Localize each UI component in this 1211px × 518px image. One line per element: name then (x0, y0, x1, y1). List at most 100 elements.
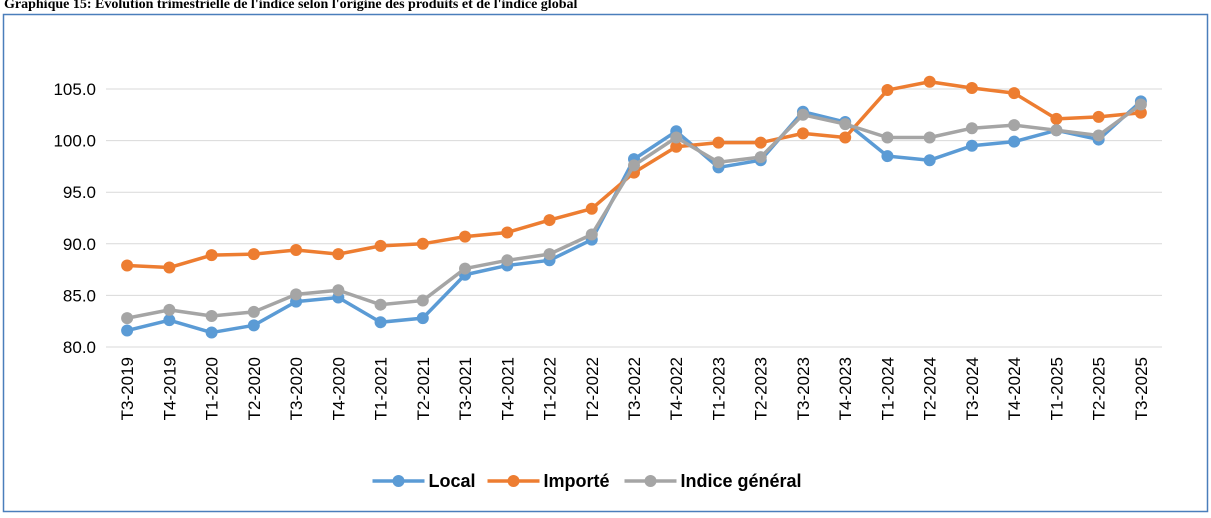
y-tick-label: 100.0 (53, 132, 96, 151)
data-point (1008, 119, 1021, 132)
x-tick-label: T1-2021 (372, 357, 391, 420)
data-point (416, 237, 429, 250)
x-tick-label: T1-2024 (878, 357, 897, 420)
data-point (205, 249, 218, 262)
data-point (121, 259, 134, 272)
x-tick-label: T1-2022 (541, 357, 560, 420)
data-point (881, 131, 894, 144)
data-point (247, 248, 260, 261)
legend-marker (392, 475, 405, 487)
data-point (712, 136, 725, 149)
data-point (585, 228, 598, 241)
data-point (374, 298, 387, 311)
data-point (839, 118, 852, 131)
data-point (374, 316, 387, 329)
data-point (754, 136, 767, 149)
data-point (205, 310, 218, 323)
data-point (459, 262, 472, 275)
data-point (163, 303, 176, 316)
data-point (332, 284, 345, 297)
y-tick-label: 85.0 (63, 286, 96, 305)
series-line (126, 103, 1142, 320)
x-tick-label: T3-2024 (963, 357, 982, 420)
data-point (923, 75, 936, 88)
data-point (290, 288, 303, 301)
data-point (543, 248, 556, 261)
y-tick-label: 90.0 (63, 235, 96, 254)
x-tick-label: T3-2023 (794, 357, 813, 420)
y-tick-label: 95.0 (63, 183, 96, 202)
data-point (796, 127, 809, 140)
x-tick-label: T3-2025 (1132, 357, 1151, 420)
data-point (121, 324, 134, 337)
x-tick-label: T4-2023 (836, 357, 855, 420)
y-tick-label: 80.0 (63, 338, 96, 357)
data-point (416, 312, 429, 325)
data-point (754, 151, 767, 164)
x-tick-label: T2-2025 (1090, 357, 1109, 420)
series-line (126, 100, 1143, 335)
data-point (1050, 112, 1063, 125)
y-tick-label: 105.0 (53, 80, 96, 99)
x-tick-label: T2-2021 (414, 357, 433, 420)
x-tick-label: T3-2021 (456, 357, 475, 420)
legend-marker (644, 475, 657, 487)
data-point (628, 159, 640, 172)
x-tick-label: T2-2024 (921, 357, 940, 420)
data-point (881, 150, 894, 163)
x-tick-label: T2-2020 (245, 357, 264, 420)
x-tick-label: T4-2022 (667, 357, 686, 420)
data-point (163, 261, 176, 274)
data-point (1008, 87, 1021, 100)
data-point (332, 248, 345, 261)
data-point (1008, 135, 1021, 148)
x-tick-label: T4-2024 (1005, 357, 1024, 420)
data-point (163, 314, 176, 327)
data-point (965, 81, 978, 94)
data-point (1134, 106, 1147, 119)
data-point (796, 108, 809, 121)
data-point (965, 139, 978, 152)
data-point (923, 131, 936, 144)
x-tick-label: T4-2021 (498, 357, 517, 420)
data-point (459, 230, 472, 243)
x-tick-label: T4-2019 (160, 357, 179, 420)
x-tick-label: T3-2022 (625, 357, 644, 420)
data-point (501, 226, 514, 239)
data-point (1092, 129, 1105, 142)
data-point (839, 131, 852, 144)
legend-label: Importé (544, 471, 610, 491)
legend-label: Local (429, 471, 476, 491)
data-point (670, 131, 683, 144)
data-point (712, 156, 725, 169)
x-tick-label: T2-2023 (752, 357, 771, 420)
x-tick-label: T3-2019 (118, 357, 137, 420)
data-point (923, 154, 936, 167)
data-point (585, 202, 598, 215)
data-point (416, 294, 429, 307)
x-tick-label: T1-2023 (709, 357, 728, 420)
data-point (247, 319, 260, 332)
data-point (670, 140, 683, 153)
data-point (543, 214, 556, 227)
x-tick-label: T2-2022 (583, 357, 602, 420)
data-point (247, 305, 260, 318)
x-tick-label: T1-2025 (1047, 357, 1066, 420)
x-tick-label: T3-2020 (287, 357, 306, 420)
data-point (205, 326, 218, 339)
legend-marker (507, 475, 520, 487)
data-point (965, 122, 978, 135)
data-point (374, 239, 387, 252)
chart-border (2, 13, 1209, 513)
data-point (121, 312, 134, 325)
data-point (1134, 98, 1147, 111)
legend-label: Indice général (681, 471, 802, 491)
data-point (501, 254, 514, 267)
x-tick-label: T1-2020 (203, 357, 222, 420)
data-point (290, 243, 303, 256)
data-point (1092, 110, 1105, 123)
x-tick-label: T4-2020 (329, 357, 348, 420)
chart-title: Graphique 15: Évolution trimestrielle de… (4, 0, 577, 12)
